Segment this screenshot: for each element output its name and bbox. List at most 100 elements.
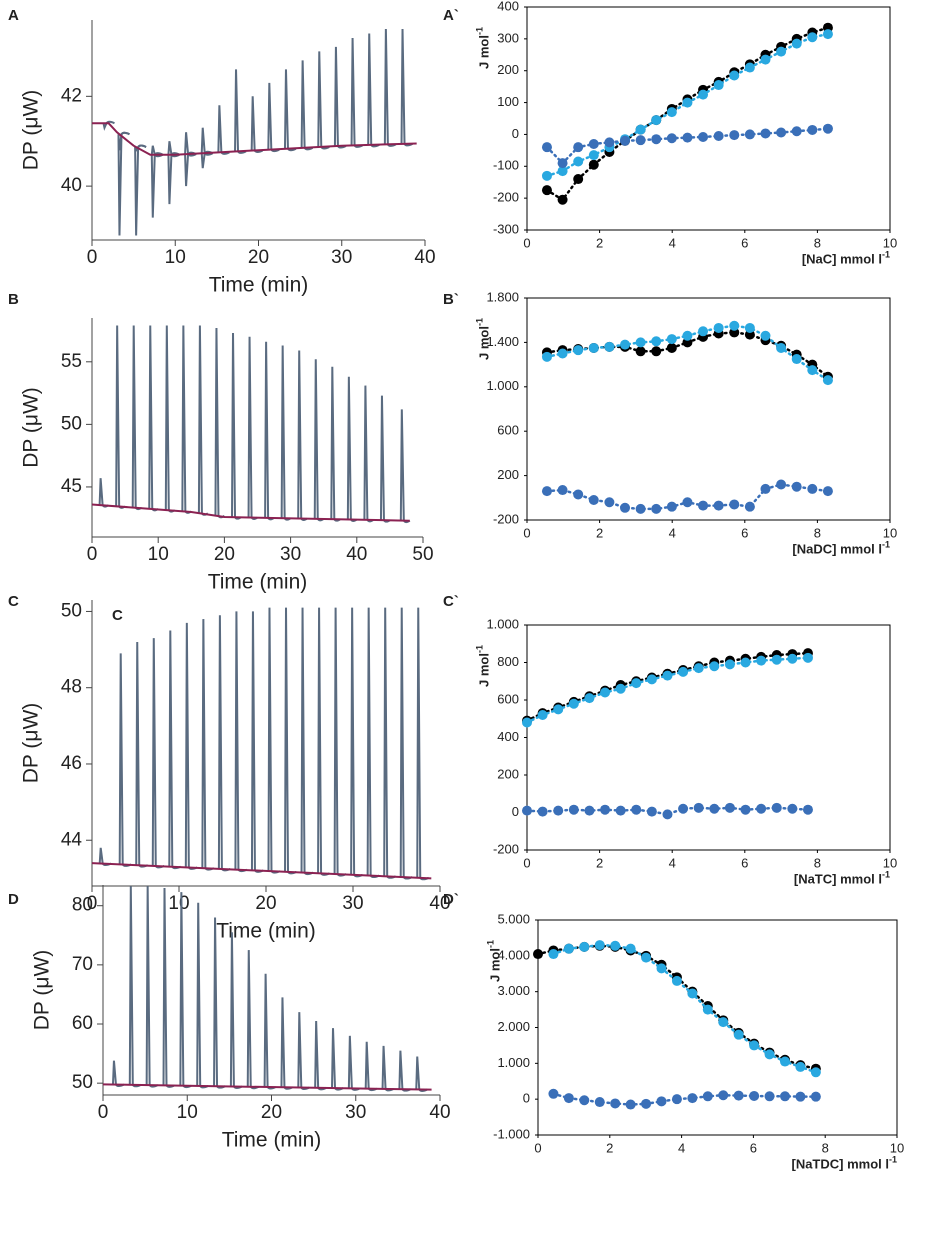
data-point [744,501,755,512]
injection-peak [283,69,297,152]
y-axis-label: DP (μW) [31,950,54,1031]
x-tick-label: 20 [261,1102,282,1123]
series-line [525,656,810,724]
data-point [651,115,662,126]
series-line [552,1092,818,1106]
injection-peak [350,37,364,148]
x-tick-label: 2 [596,235,603,250]
x-tick-label: 6 [750,1140,757,1155]
data-point [822,375,833,386]
data-point [573,489,584,500]
data-point [698,500,709,511]
injection-peak [162,887,176,1088]
injection-peak [317,51,330,150]
y-tick-label: 200 [497,766,519,781]
y-tick-label: 5.000 [497,911,530,926]
injection-peak [284,607,297,875]
data-point [594,1097,605,1108]
x-tick-label: 0 [87,247,98,268]
y-axis-label-group: J mol-1 [485,940,502,982]
data-point [718,1090,729,1101]
data-point [625,1099,636,1110]
data-point [744,62,755,73]
data-point [776,46,787,57]
injection-peak [213,917,226,1089]
data-point [610,940,621,951]
x-tick-label: 40 [429,1102,450,1123]
x-axis-label: Time (min) [208,571,308,594]
y-axis-label: J mol [476,653,491,687]
x-tick-label: 30 [280,544,301,565]
data-point [671,1094,682,1105]
data-point [713,131,724,142]
data-point [573,156,584,167]
data-point [740,657,751,668]
data-point [604,341,615,352]
data-point [682,132,693,143]
y-tick-label: -1.000 [493,1126,530,1141]
injection-peak [313,359,325,522]
data-point [713,500,724,511]
x-tick-label: 40 [414,247,435,268]
x-tick-label: 10 [168,893,189,914]
data-point [615,683,626,694]
data-point [588,150,599,161]
y-tick-label: 800 [497,654,519,669]
data-point [709,803,720,814]
data-point [635,337,646,348]
data-point [787,653,798,664]
injection-peak [231,333,242,520]
plot-frame [526,297,891,521]
injection-peak [381,1045,395,1092]
injection-peak [398,1050,411,1092]
data-point [563,943,574,954]
y-tick-label: -300 [493,221,519,236]
x-tick-label: 40 [346,544,367,565]
data-point [588,159,599,170]
injection-peak [131,325,143,511]
data-point [693,802,704,813]
series-line [545,26,830,202]
injection-peak [246,950,260,1090]
data-point [822,123,833,134]
y-axis-label: J mol [487,948,502,982]
y-tick-label: -200 [493,190,519,205]
data-point [631,678,642,689]
data-point [610,1098,621,1109]
injection-trough [150,152,164,218]
x-tick-label: 2 [606,1140,613,1155]
data-point [791,354,802,365]
data-point [724,802,735,813]
y-tick-label: 45 [61,476,82,497]
data-point [740,804,751,815]
panel-label: B [8,291,19,308]
data-point [713,322,724,333]
x-tick-label: 20 [214,544,235,565]
injection-peak [197,325,209,516]
y-tick-label: 0 [523,1091,530,1106]
series-line [536,944,818,1070]
injection-trough [134,144,147,236]
y-axis-label: DP (μW) [20,387,43,468]
data-point [729,499,740,510]
data-point [620,502,631,513]
data-point [810,1067,821,1078]
y-tick-label: 1.800 [486,289,519,304]
injection-peak [98,847,112,867]
injection-peak [317,607,330,876]
x-tick-label: 10 [165,247,186,268]
panel-label: A [8,7,19,24]
x-tick-label: 2 [596,855,603,870]
data-point [579,1095,590,1106]
data-point [579,941,590,952]
y-axis-label: DP (μW) [20,90,43,171]
y-tick-label: 0 [512,804,519,819]
x-tick-label: 10 [883,525,897,540]
panel-label: D` [443,891,459,908]
injection-peak [379,395,391,523]
data-point [802,804,813,815]
x-tick-label: 8 [814,855,821,870]
injection-peak [148,325,159,512]
injection-peak [196,902,209,1089]
data-point [568,804,579,815]
